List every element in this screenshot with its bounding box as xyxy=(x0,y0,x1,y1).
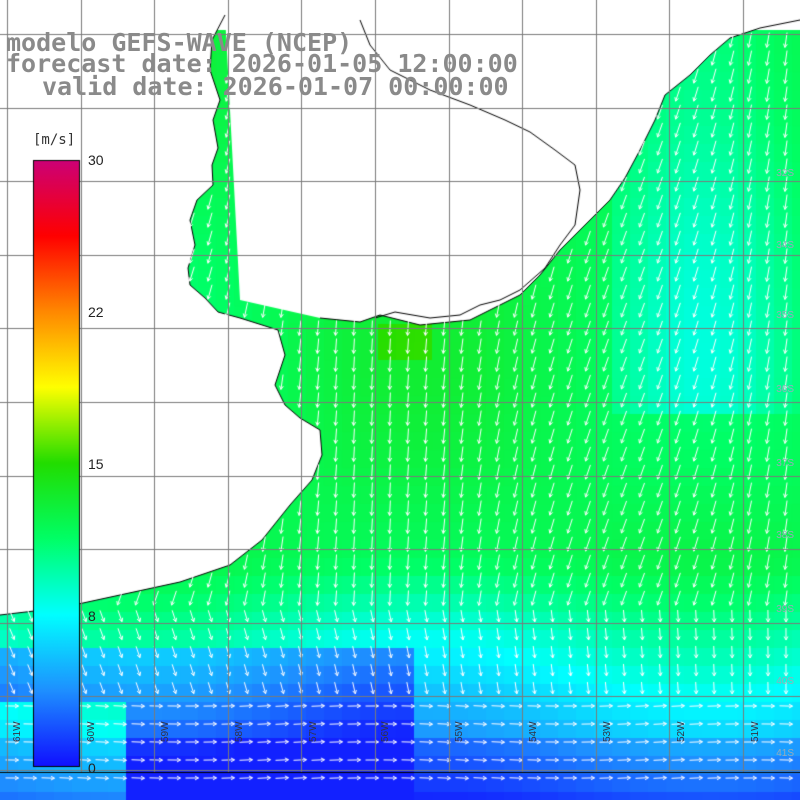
title-valid-date: valid date: 2026-01-07 00:00:00 xyxy=(42,72,509,101)
colorbar-tick-30: 30 xyxy=(88,152,104,168)
lon-label: 53W xyxy=(602,721,613,742)
lon-label: 52W xyxy=(676,721,687,742)
lon-label: 60W xyxy=(86,721,97,742)
lon-label: 61W xyxy=(12,721,23,742)
title-model: modelo GEFS-WAVE (NCEP) xyxy=(6,28,353,57)
colorbar-unit: [m/s] xyxy=(33,132,76,148)
colorbar-tick-8: 8 xyxy=(88,608,96,624)
colorbar-tick-0: 0 xyxy=(88,760,96,776)
colorbar-tick-15: 15 xyxy=(88,456,104,472)
lat-label: 37S xyxy=(776,458,794,469)
lat-label: 35S xyxy=(776,310,794,321)
lon-label: 57W xyxy=(308,721,319,742)
lat-label: 38S xyxy=(776,530,794,541)
title-forecast-date: forecast date: 2026-01-05 12:00:00 xyxy=(6,49,518,78)
lon-label: 56W xyxy=(380,721,391,742)
lon-label: 55W xyxy=(454,721,465,742)
lat-label: 34S xyxy=(776,240,794,251)
lat-label: 40S xyxy=(776,676,794,687)
lon-label: 59W xyxy=(160,721,171,742)
lat-label: 32S xyxy=(776,168,794,179)
lon-label: 51W xyxy=(750,721,761,742)
lat-label: 41S xyxy=(776,748,794,759)
lon-label: 54W xyxy=(528,721,539,742)
colorbar-tick-22: 22 xyxy=(88,304,104,320)
lat-label: 39S xyxy=(776,604,794,615)
lon-label: 58W xyxy=(234,721,245,742)
lat-label: 36S xyxy=(776,384,794,395)
